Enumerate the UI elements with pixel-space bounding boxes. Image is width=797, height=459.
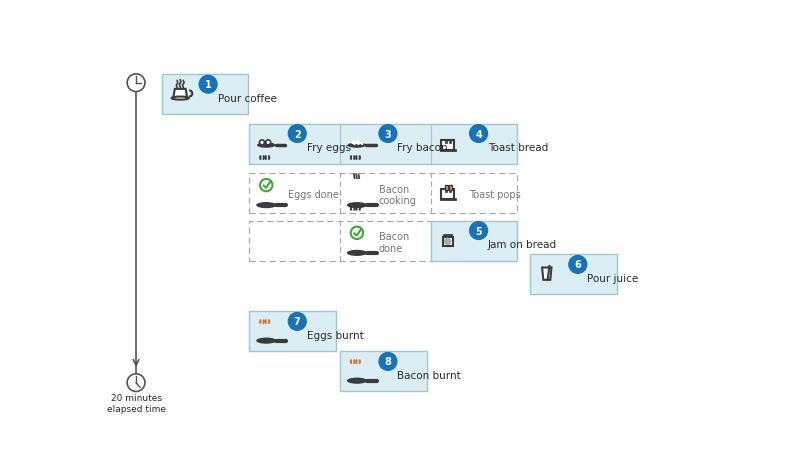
Text: 3: 3 [384,129,391,139]
Polygon shape [173,90,187,99]
Circle shape [260,179,273,192]
Text: Toast bread: Toast bread [488,143,548,153]
Circle shape [469,125,488,143]
Circle shape [199,76,217,94]
Ellipse shape [171,97,189,101]
Circle shape [289,313,306,330]
Text: Toast pops: Toast pops [469,190,521,200]
FancyBboxPatch shape [449,186,452,190]
Circle shape [379,353,397,370]
Text: 1: 1 [205,80,211,90]
FancyBboxPatch shape [162,75,249,115]
Ellipse shape [347,378,367,384]
Text: Eggs done: Eggs done [288,190,339,200]
Circle shape [260,140,265,146]
Ellipse shape [257,143,276,148]
Text: Pour coffee: Pour coffee [218,94,277,104]
FancyBboxPatch shape [445,190,447,193]
FancyBboxPatch shape [430,221,517,261]
Text: Eggs burnt: Eggs burnt [307,330,363,341]
Ellipse shape [256,202,277,209]
Circle shape [128,75,145,92]
Text: Fry eggs: Fry eggs [307,143,351,153]
Circle shape [445,239,450,245]
FancyBboxPatch shape [249,174,517,213]
Text: 2: 2 [294,129,300,139]
FancyBboxPatch shape [442,237,453,246]
FancyBboxPatch shape [249,312,336,352]
Ellipse shape [347,202,367,209]
Text: 4: 4 [475,129,482,139]
Circle shape [351,227,363,240]
FancyBboxPatch shape [530,255,617,295]
FancyBboxPatch shape [445,186,448,190]
Text: 8: 8 [384,357,391,367]
Text: Bacon
done: Bacon done [379,232,409,253]
FancyBboxPatch shape [442,190,453,200]
Text: Bacon
cooking: Bacon cooking [379,184,417,206]
Polygon shape [542,268,552,280]
FancyBboxPatch shape [340,352,426,392]
FancyBboxPatch shape [249,221,430,261]
FancyBboxPatch shape [450,190,451,193]
Text: 7: 7 [294,317,300,327]
Circle shape [469,222,488,240]
FancyBboxPatch shape [249,124,517,164]
Ellipse shape [347,250,367,257]
Circle shape [128,374,145,392]
Text: 20 minutes
elapsed time: 20 minutes elapsed time [107,393,166,413]
Text: Jam on bread: Jam on bread [488,240,557,250]
Ellipse shape [347,143,367,148]
Circle shape [569,256,587,274]
FancyBboxPatch shape [443,235,452,237]
Text: 5: 5 [475,226,482,236]
Circle shape [265,140,271,146]
Text: Pour juice: Pour juice [587,274,638,284]
FancyBboxPatch shape [450,140,451,143]
FancyBboxPatch shape [442,140,453,151]
Ellipse shape [256,338,277,344]
Text: Bacon burnt: Bacon burnt [397,370,461,381]
Text: 6: 6 [575,260,581,270]
FancyBboxPatch shape [445,140,447,143]
Circle shape [379,125,397,143]
Circle shape [289,125,306,143]
Text: Fry bacon: Fry bacon [397,143,448,153]
